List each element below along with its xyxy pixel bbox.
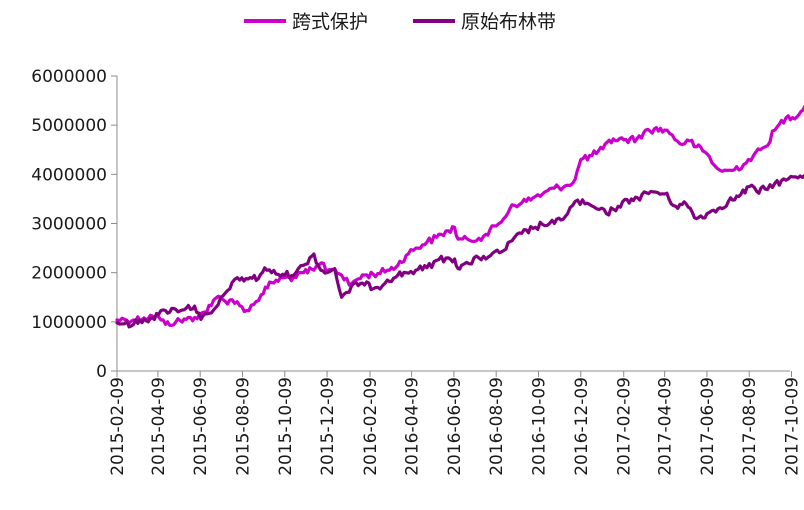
x-tick-label: 2016-10-09 (529, 377, 549, 476)
series-layer (115, 105, 804, 329)
legend: 跨式保护 原始布林带 (244, 11, 556, 33)
x-tick-label: 2015-12-09 (318, 377, 338, 476)
legend-label-2: 原始布林带 (461, 11, 556, 33)
series-line-1 (115, 105, 804, 327)
x-tick-label: 2017-02-09 (615, 377, 635, 476)
x-tick-label: 2015-06-09 (191, 377, 211, 476)
x-tick-label: 2016-04-09 (403, 377, 423, 476)
x-axis: 2015-02-09 2015-04-09 2015-06-09 2015-08-09… (108, 370, 803, 476)
x-tick-label: 2016-12-09 (572, 377, 592, 476)
x-tick-label: 2015-02-09 (108, 377, 128, 476)
series-line-2 (115, 173, 804, 329)
legend-label-1: 跨式保护 (292, 11, 368, 33)
y-tick-label: 1000000 (31, 313, 107, 333)
x-tick-label: 2015-10-09 (276, 377, 296, 476)
x-tick-label: 2015-04-09 (149, 377, 169, 476)
x-tick-label: 2017-04-09 (656, 377, 676, 476)
y-tick-label: 3000000 (31, 215, 107, 235)
x-tick-label: 2017-10-09 (783, 377, 803, 476)
x-tick-label: 2015-08-09 (233, 377, 253, 476)
y-tick-label: 5000000 (31, 116, 107, 136)
x-tick-label: 2017-08-09 (740, 377, 760, 476)
y-tick-label: 0 (96, 362, 107, 382)
x-tick-label: 2016-02-09 (361, 377, 381, 476)
x-tick-label: 2016-06-09 (445, 377, 465, 476)
x-tick-label: 2016-08-09 (487, 377, 507, 476)
y-axis: 0 1000000 2000000 3000000 4000000 5000000 6000… (31, 67, 118, 382)
y-tick-label: 2000000 (31, 264, 107, 284)
x-tick-label: 2017-06-09 (698, 377, 718, 476)
y-tick-label: 6000000 (31, 67, 107, 87)
y-tick-label: 4000000 (31, 165, 107, 185)
